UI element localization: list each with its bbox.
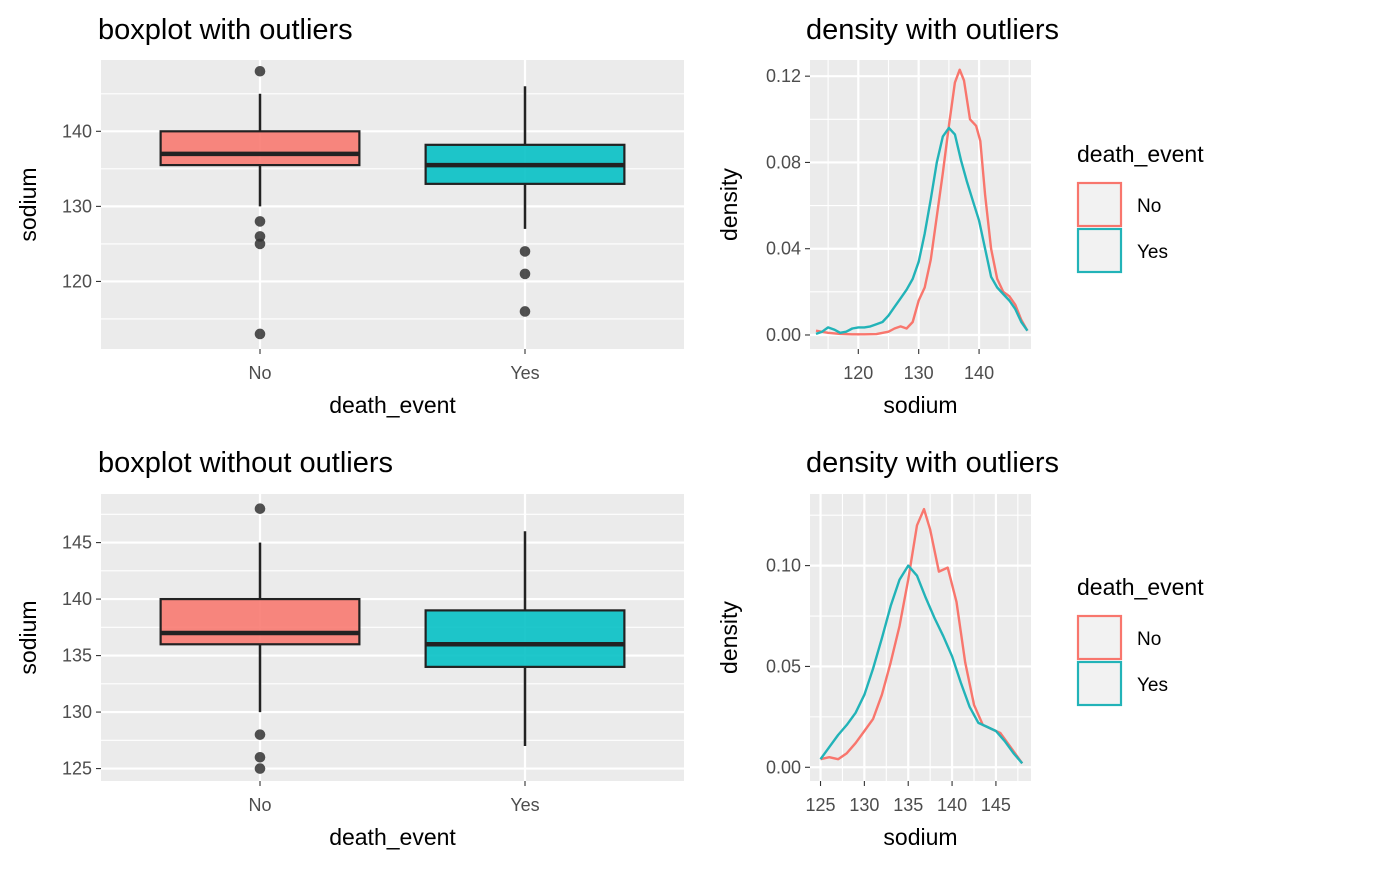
x-axis-label: sodium (883, 392, 957, 418)
y-axis-label: sodium (15, 600, 41, 674)
y-tick-label: 130 (62, 196, 92, 216)
legend: death_event No Yes (1076, 141, 1204, 274)
y-tick-label: 120 (62, 271, 92, 291)
outlier-point (254, 729, 266, 740)
y-tick-label: 125 (62, 759, 92, 779)
panel-1-density: 0.00 0.04 0.08 0.12 120 130 140 density with ou… (716, 14, 1204, 418)
legend-key-no: No (1076, 614, 1161, 661)
legend: death_event No Yes (1076, 574, 1204, 707)
outlier-point (519, 246, 531, 257)
y-tick-label: 0.00 (766, 325, 801, 345)
y-tick-label: 140 (62, 589, 92, 609)
x-tick-label: No (248, 363, 271, 383)
x-axis-label: death_event (329, 392, 456, 418)
y-tick-label: 0.08 (766, 152, 801, 172)
box-iqr (424, 609, 626, 668)
x-tick-label: 145 (981, 795, 1011, 815)
x-tick-label: Yes (510, 795, 539, 815)
x-tick-label: 125 (806, 795, 836, 815)
outlier-point (519, 306, 531, 317)
box-yes (424, 531, 626, 746)
y-axis-label: density (716, 601, 742, 674)
legend-title: death_event (1077, 141, 1204, 167)
legend-title: death_event (1077, 574, 1204, 600)
density-line-yes (815, 126, 1029, 336)
box-iqr (159, 597, 361, 646)
box-iqr (159, 130, 361, 167)
outlier-point (254, 503, 266, 514)
legend-key-no: No (1076, 181, 1161, 228)
panel-background (810, 60, 1031, 349)
y-tick-label: 0.12 (766, 66, 801, 86)
panel-background (810, 494, 1031, 781)
legend-swatch (1076, 227, 1123, 274)
box-no (159, 503, 361, 774)
y-tick-label: 135 (62, 646, 92, 666)
y-axis-label: density (716, 168, 742, 241)
outlier-point (519, 268, 531, 280)
legend-swatch (1076, 660, 1123, 707)
chart-title: density with outliers (806, 14, 1059, 46)
y-tick-label: 0.04 (766, 239, 801, 259)
y-tick-label: 145 (62, 533, 92, 553)
legend-label: No (1137, 629, 1161, 650)
chart-title: density with outliers (806, 447, 1059, 479)
box-yes (424, 86, 626, 317)
y-tick-label: 130 (62, 702, 92, 722)
density-line-yes (819, 564, 1024, 765)
x-tick-label: No (248, 795, 271, 815)
y-tick-label: 140 (62, 121, 92, 141)
x-tick-label: 135 (893, 795, 923, 815)
x-tick-label: 140 (937, 795, 967, 815)
x-tick-label: 130 (904, 363, 934, 383)
x-tick-label: Yes (510, 363, 539, 383)
box-no (159, 65, 361, 340)
outlier-point (254, 751, 266, 763)
outlier-point (254, 216, 266, 227)
panel-background (101, 60, 684, 349)
outlier-point (254, 238, 266, 250)
outlier-point (254, 763, 266, 774)
density-line-no (815, 68, 1029, 336)
y-tick-label: 0.05 (766, 656, 801, 676)
panel-2-boxplot: 125 130 135 140 145 No Yes boxplot without outl… (15, 447, 684, 850)
chart-title: boxplot with outliers (98, 14, 353, 46)
outlier-point (254, 231, 266, 242)
x-axis-label: sodium (883, 824, 957, 850)
legend-label: Yes (1137, 242, 1168, 263)
y-tick-label: 0.10 (766, 556, 801, 576)
legend-key-yes: Yes (1076, 660, 1168, 707)
x-axis-label: death_event (329, 824, 456, 850)
legend-swatch (1076, 614, 1123, 661)
x-tick-label: 120 (843, 363, 873, 383)
panel-3-density: 0.00 0.05 0.10 125 130 135 140 145 density with … (716, 447, 1204, 850)
legend-key-yes: Yes (1076, 227, 1168, 274)
outlier-point (254, 328, 266, 340)
outlier-point (254, 65, 266, 77)
y-tick-label: 0.00 (766, 757, 801, 777)
legend-label: Yes (1137, 675, 1168, 696)
x-tick-label: 130 (849, 795, 879, 815)
panel-0-boxplot: 120 130 140 No Yes boxplot with outliers death… (15, 14, 684, 418)
legend-swatch (1076, 181, 1123, 228)
y-axis-label: sodium (15, 167, 41, 241)
legend-label: No (1137, 196, 1161, 217)
chart-title: boxplot without outliers (98, 447, 393, 479)
x-tick-label: 140 (964, 363, 994, 383)
